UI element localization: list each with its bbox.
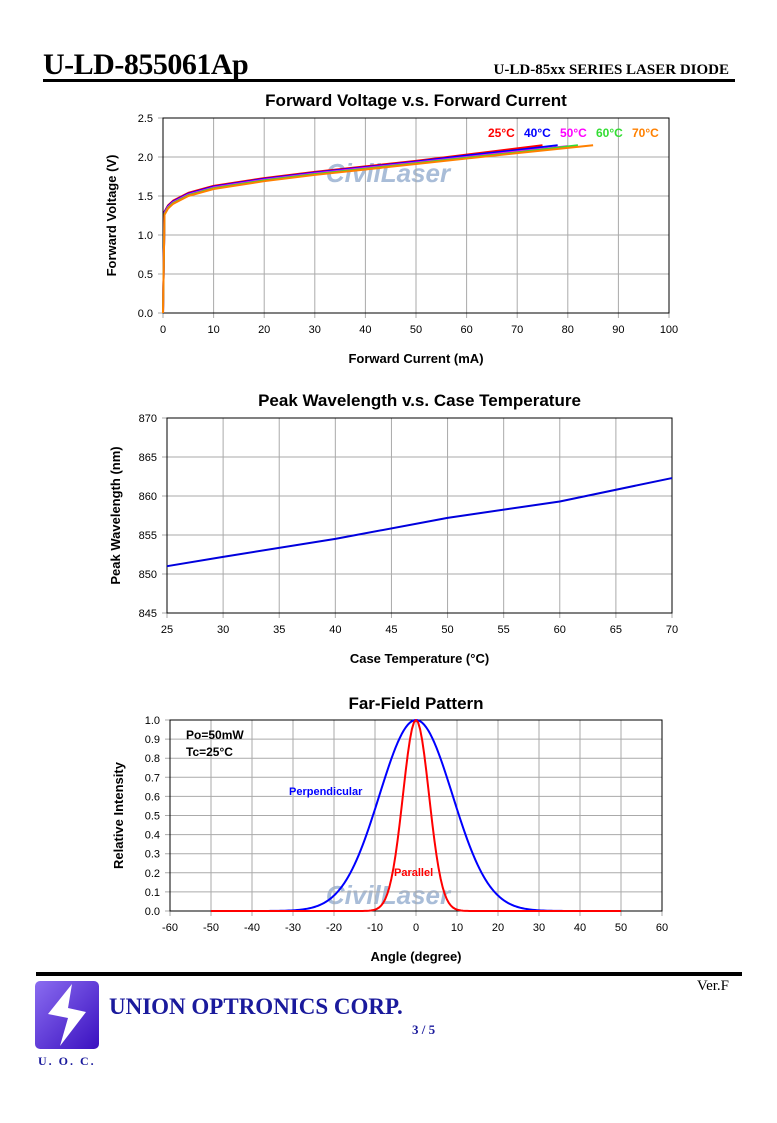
plot-frame (162, 117, 670, 314)
series-line-peak-wavelength (166, 477, 673, 568)
x-tick-label: 25 (161, 624, 173, 636)
y-tick-label: 0.5 (138, 269, 153, 281)
x-tick-label: -20 (326, 922, 342, 934)
x-axis-label: Forward Current (mA) (348, 351, 483, 366)
y-tick-label: 865 (139, 452, 157, 464)
x-tick-label: 55 (498, 624, 510, 636)
y-tick-label: 0.0 (138, 308, 153, 320)
label-parallel: Parallel (394, 867, 433, 879)
y-tick-label: 0.4 (145, 830, 160, 842)
y-axis-label: Relative Intensity (111, 761, 126, 869)
legend-entry: 50°C (560, 126, 587, 140)
y-tick-label: 855 (139, 530, 157, 542)
logo-text: U. O. C. (38, 1054, 96, 1068)
x-tick-label: -50 (203, 922, 219, 934)
y-tick-label: 0.7 (145, 772, 160, 784)
y-tick-label: 1.5 (138, 191, 153, 203)
y-axis-label: Forward Voltage (V) (104, 155, 119, 277)
x-tick-label: -30 (285, 922, 301, 934)
x-tick-label: 50 (441, 624, 453, 636)
annotation-temperature: Tc=25°C (186, 745, 233, 759)
x-tick-label: 40 (574, 922, 586, 934)
annotation-power: Po=50mW (186, 728, 244, 742)
x-tick-label: 0 (160, 324, 166, 336)
company-name: UNION OPTRONICS CORP. (109, 994, 403, 1019)
x-tick-label: -40 (244, 922, 260, 934)
y-tick-label: 0.2 (145, 868, 160, 880)
y-tick-label: 0.8 (145, 753, 160, 765)
y-tick-label: 1.0 (138, 230, 153, 242)
y-axis-label: Peak Wavelength (nm) (108, 446, 123, 584)
x-tick-label: 45 (385, 624, 397, 636)
x-tick-label: -10 (367, 922, 383, 934)
y-tick-label: 2.5 (138, 113, 153, 125)
uoc-logo-icon (35, 981, 99, 1049)
legend-entry: 40°C (524, 126, 551, 140)
x-tick-label: 90 (612, 324, 624, 336)
x-tick-label: -60 (162, 922, 178, 934)
label-perpendicular: Perpendicular (289, 786, 363, 798)
x-tick-label: 30 (309, 324, 321, 336)
x-tick-label: 30 (533, 922, 545, 934)
legend-entry: 70°C (632, 126, 659, 140)
header-rule (43, 79, 735, 82)
x-tick-label: 80 (562, 324, 574, 336)
x-axis-label: Angle (degree) (370, 949, 461, 964)
x-tick-label: 10 (451, 922, 463, 934)
y-tick-label: 0.5 (145, 811, 160, 823)
y-tick-label: 850 (139, 569, 157, 581)
x-tick-label: 20 (258, 324, 270, 336)
document-title: U-LD-855061Ap (43, 48, 249, 81)
y-tick-label: 860 (139, 491, 157, 503)
series-line-70-c (162, 144, 594, 314)
series-title: U-LD-85xx SERIES LASER DIODE (493, 62, 729, 78)
y-tick-label: 870 (139, 413, 157, 425)
x-tick-label: 70 (511, 324, 523, 336)
version-label: Ver.F (696, 978, 729, 994)
x-tick-label: 20 (492, 922, 504, 934)
x-tick-label: 35 (273, 624, 285, 636)
x-tick-label: 40 (359, 324, 371, 336)
chart-title: Forward Voltage v.s. Forward Current (265, 91, 567, 110)
chart-title: Peak Wavelength v.s. Case Temperature (258, 391, 581, 410)
x-tick-label: 70 (666, 624, 678, 636)
x-tick-label: 50 (410, 324, 422, 336)
x-tick-label: 60 (554, 624, 566, 636)
x-tick-label: 40 (329, 624, 341, 636)
x-tick-label: 0 (413, 922, 419, 934)
page-number: 3 / 5 (412, 1022, 436, 1037)
x-axis-label: Case Temperature (°C) (350, 651, 489, 666)
x-tick-label: 50 (615, 922, 627, 934)
series-line-parallel (211, 719, 621, 912)
watermark: CivilLaser (326, 880, 452, 910)
y-tick-label: 0.3 (145, 849, 160, 861)
x-tick-label: 10 (207, 324, 219, 336)
y-tick-label: 0.6 (145, 791, 160, 803)
chart-title: Far-Field Pattern (348, 694, 483, 713)
y-tick-label: 0.0 (145, 906, 160, 918)
y-tick-label: 1.0 (145, 715, 160, 727)
y-tick-label: 845 (139, 608, 157, 620)
y-tick-label: 0.9 (145, 734, 160, 746)
y-tick-label: 2.0 (138, 152, 153, 164)
legend-entry: 60°C (596, 126, 623, 140)
x-tick-label: 65 (610, 624, 622, 636)
plot-frame (166, 417, 673, 614)
legend-entry: 25°C (488, 126, 515, 140)
footer-rule (36, 972, 742, 976)
x-tick-label: 100 (660, 324, 678, 336)
x-tick-label: 60 (460, 324, 472, 336)
x-tick-label: 30 (217, 624, 229, 636)
x-tick-label: 60 (656, 922, 668, 934)
y-tick-label: 0.1 (145, 887, 160, 899)
